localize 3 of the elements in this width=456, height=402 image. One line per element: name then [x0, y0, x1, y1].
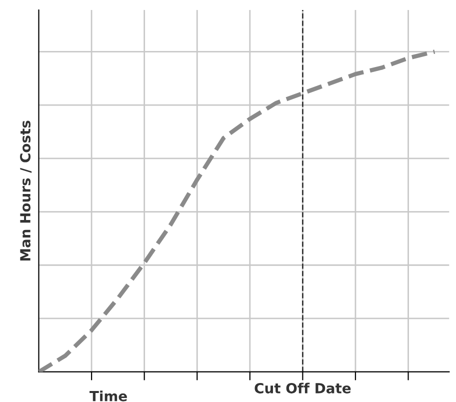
- text: Cut Off Date: [254, 382, 351, 394]
- x-axis-title: Time: [90, 390, 127, 402]
- y-axis-title: Man Hours / Costs: [20, 120, 32, 261]
